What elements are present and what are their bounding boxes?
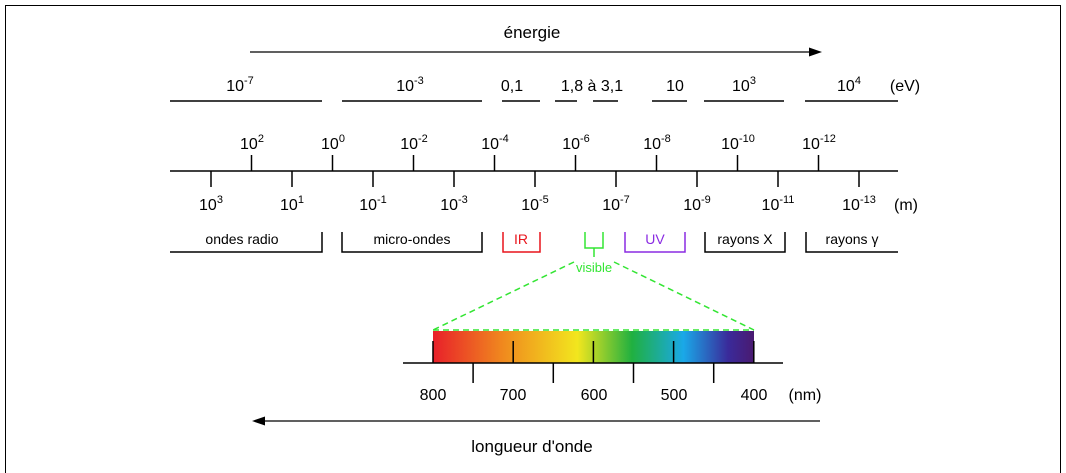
- domain-label-radio: ondes radio: [205, 231, 278, 247]
- bracket-uv: [624, 232, 686, 253]
- bracket-gamma: [805, 232, 898, 253]
- axis-label-bottom-1: 103: [199, 194, 223, 214]
- axis-label-bottom-9: 10-13: [842, 194, 876, 214]
- domain-label-visible: visible: [576, 260, 612, 275]
- frame: [5, 5, 1061, 473]
- axis-label-bottom-2: 101: [280, 194, 304, 214]
- wavelength-label: longueur d'onde: [471, 437, 592, 456]
- bracket-xray: [704, 232, 786, 253]
- wavelength-arrowhead: [252, 416, 265, 426]
- domain-brackets: [170, 232, 898, 257]
- domain-label-uv: UV: [645, 231, 665, 247]
- nm-label-600: 600: [581, 387, 608, 404]
- energy-segment-6: 103: [732, 75, 756, 95]
- axis-label-bottom-5: 10-5: [521, 194, 549, 214]
- axis-label-bottom-3: 10-1: [359, 194, 387, 214]
- axis-label-bottom-4: 10-3: [440, 194, 468, 214]
- axis-label-top-1: 102: [240, 133, 264, 153]
- nm-unit: (nm): [789, 387, 822, 404]
- nm-label-700: 700: [500, 387, 527, 404]
- axis-label-top-2: 100: [321, 133, 345, 153]
- axis-label-top-6: 10-8: [643, 133, 671, 153]
- energy-segment-1: 10-7: [226, 75, 254, 95]
- domain-label-xray: rayons X: [717, 231, 773, 247]
- bracket-visible: [584, 232, 604, 249]
- energy-segment-5: 10: [666, 78, 684, 95]
- domain-label-gamma: rayons γ: [826, 231, 879, 247]
- energy-unit: (eV): [890, 78, 920, 95]
- axis-label-top-4: 10-4: [481, 133, 509, 153]
- axis-label-top-3: 10-2: [400, 133, 428, 153]
- zoom-dashed-lines: [432, 261, 755, 331]
- axis-label-top-8: 10-12: [802, 133, 836, 153]
- axis-label-top-7: 10-10: [721, 133, 755, 153]
- axis-label-bottom-8: 10-11: [762, 194, 795, 214]
- wavelength-axis-ticks: [210, 155, 860, 187]
- nm-label-500: 500: [661, 387, 688, 404]
- nm-label-400: 400: [741, 387, 768, 404]
- axis-label-bottom-6: 10-7: [602, 194, 630, 214]
- bracket-microwave: [341, 232, 483, 253]
- domain-label-microwave: micro-ondes: [373, 231, 450, 247]
- energy-label: énergie: [504, 23, 561, 42]
- energy-segment-3: 0,1: [501, 78, 523, 95]
- nm-label-800: 800: [420, 387, 447, 404]
- energy-segment-4: 1,8 à 3,1: [561, 78, 623, 95]
- wavelength-unit: (m): [894, 197, 918, 214]
- energy-segment-2: 10-3: [396, 75, 424, 95]
- domain-label-ir: IR: [514, 231, 528, 247]
- bracket-radio: [170, 232, 323, 253]
- energy-segment-7: 104: [837, 75, 861, 95]
- energy-arrowhead: [809, 47, 822, 57]
- bracket-ir: [502, 232, 541, 253]
- axis-label-top-5: 10-6: [562, 133, 590, 153]
- nm-axis-ticks: [432, 341, 755, 383]
- axis-label-bottom-7: 10-9: [683, 194, 711, 214]
